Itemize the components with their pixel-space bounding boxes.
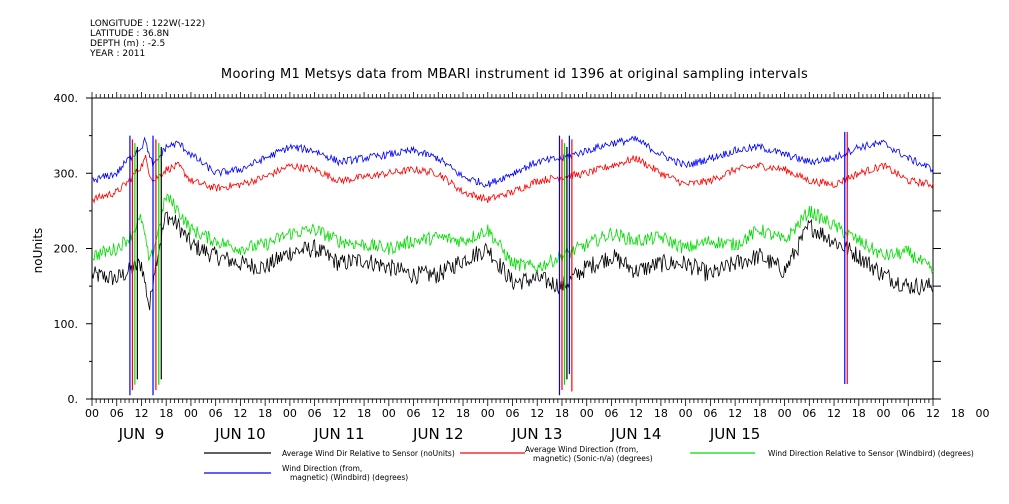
x-tick-label: 12 [629,407,643,420]
x-tick-label: 18 [654,407,668,420]
plot-area [91,131,934,396]
x-tick-label: 06 [506,407,520,420]
x-tick-label: 06 [407,407,421,420]
y-tick-label: 200. [54,243,79,256]
legend-label-line1: Average Wind Direction (from, [525,445,638,454]
legend-label: Wind Direction Relative to Sensor (Windb… [768,449,974,458]
legend-label-line1: Wind Direction (from, [282,464,362,473]
x-tick-label: 12 [332,407,346,420]
x-tick-label: 12 [827,407,841,420]
x-tick-label: 00 [975,407,989,420]
x-day-label: JUN 11 [313,425,364,443]
series-line [91,135,934,188]
x-tick-label: 06 [308,407,322,420]
year-label: YEAR : 2011 [90,49,146,59]
x-tick-label: 18 [258,407,272,420]
longitude-label: LONGITUDE : 122W(-122) [90,19,206,29]
y-tick-label: 300. [54,167,79,180]
x-tick-label: 00 [283,407,297,420]
x-tick-label: 00 [184,407,198,420]
legend-label: Average Wind Dir Relative to Sensor (noU… [282,449,455,458]
x-tick-label: 06 [209,407,223,420]
plot-frame [91,97,934,400]
x-tick-label: 12 [134,407,148,420]
chart-legend: Average Wind Dir Relative to Sensor (noU… [204,445,974,482]
x-tick-label: 00 [382,407,396,420]
series-line [91,193,934,275]
chart-title: Mooring M1 Metsys data from MBARI instru… [220,67,809,82]
x-tick-label: 12 [431,407,445,420]
legend-label-line2: magnetic) (Windbird) (degrees) [290,473,408,482]
y-tick-label: 400. [54,92,79,105]
y-tick-label: 100. [54,318,79,331]
x-tick-label: 00 [481,407,495,420]
y-tick-label: 0. [68,393,79,406]
x-tick-label: 12 [728,407,742,420]
mooring-metadata: LONGITUDE : 122W(-122) LATITUDE : 36.8N … [90,19,205,59]
x-day-label: JUN 13 [511,425,562,443]
x-tick-label: 12 [233,407,247,420]
x-tick-label: 18 [753,407,767,420]
x-tick-label: 18 [951,407,965,420]
chart-axes: 00 06 12 18 00 06 12 18 00 06 12 18 00 06 12 18 00 06 12 18… [31,92,989,443]
depth-label: DEPTH (m) : -2.5 [90,39,166,49]
latitude-label: LATITUDE : 36.8N [90,29,170,39]
legend-label-line2: magnetic) (Sonic-n/a) (degrees) [533,454,653,463]
x-tick-label: 06 [703,407,717,420]
x-tick-label: 18 [456,407,470,420]
x-day-label: JUN 12 [412,425,463,443]
x-tick-label: 18 [357,407,371,420]
x-tick-label: 00 [778,407,792,420]
x-day-label: JUN 10 [214,425,265,443]
x-day-label: JUN 14 [610,425,661,443]
x-tick-label: 12 [530,407,544,420]
x-tick-label: 06 [901,407,915,420]
x-tick-label: 18 [852,407,866,420]
x-tick-label: 12 [926,407,940,420]
x-day-label: JUN 15 [709,425,760,443]
x-tick-label: 00 [877,407,891,420]
x-tick-label: 00 [580,407,594,420]
x-tick-label: 06 [604,407,618,420]
x-tick-label: 06 [802,407,816,420]
series-line [91,154,934,204]
x-tick-label: 00 [85,407,99,420]
x-tick-label: 18 [555,407,569,420]
x-tick-label: 18 [159,407,173,420]
y-axis-label: noUnits [31,228,45,274]
x-tick-label: 06 [110,407,124,420]
x-tick-label: 00 [679,407,693,420]
series-line [91,211,934,311]
x-day-label: JUN 9 [118,425,165,443]
